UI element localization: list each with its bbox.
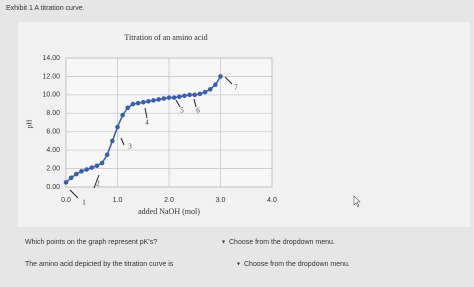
arrow: [144, 107, 148, 119]
question-prompt: The amino acid depicted by the titration…: [25, 261, 174, 268]
data-point: [182, 93, 187, 99]
y-tick-label: 10.00: [42, 92, 60, 99]
data-point: [192, 92, 198, 98]
y-tick-label: 0.00: [46, 184, 60, 191]
data-point: [120, 112, 125, 118]
data-point: [89, 165, 95, 170]
data-point: [166, 95, 172, 100]
data-point: [99, 160, 105, 166]
data-point: [110, 138, 115, 144]
arrow: [175, 99, 181, 108]
x-tick-label: 1.0: [113, 197, 123, 204]
y-tick-label: 14.00: [42, 55, 60, 62]
data-point: [218, 74, 223, 79]
data-point: [202, 89, 208, 95]
dropdown-caret: ▾: [222, 240, 225, 246]
y-tick-label: 6.00: [46, 129, 60, 136]
data-point: [207, 87, 213, 92]
data-point: [68, 175, 74, 181]
annotation: 2: [96, 180, 100, 188]
data-point: [213, 82, 218, 88]
data-point: [130, 101, 136, 107]
y-tick-label: 12.00: [42, 73, 60, 80]
x-tick-label: 3.0: [216, 197, 226, 204]
annotation: 4: [145, 119, 149, 127]
exhibit-title: Exhibit 1 A titration curve.: [6, 5, 85, 12]
y-tick-label: 4.00: [46, 147, 60, 154]
annotation: 7: [234, 84, 238, 92]
y-tick-label: 8.00: [46, 110, 60, 117]
dropdown-caret: ▾: [237, 262, 240, 268]
data-point: [177, 94, 182, 99]
data-point: [63, 180, 69, 185]
data-point: [84, 167, 89, 172]
data-point: [140, 99, 146, 105]
dropdown-text[interactable]: Choose from the dropdown menu.: [229, 239, 335, 246]
data-point: [79, 169, 84, 174]
data-point: [135, 100, 141, 106]
x-tick-label: 4.0: [267, 197, 277, 204]
dropdown[interactable]: ▾ Choose from the dropdown menu.: [222, 239, 335, 246]
arrow: [93, 174, 100, 189]
data-point: [94, 163, 100, 169]
data-point: [187, 92, 192, 98]
arrow: [69, 189, 79, 199]
annotation: 6: [196, 107, 200, 115]
arrow: [224, 76, 233, 85]
data-point: [115, 124, 120, 130]
cursor: [353, 195, 361, 208]
question-prompt: Which points on the graph represent pK's…: [25, 239, 157, 246]
annotation: 1: [82, 199, 86, 207]
data-point: [156, 97, 161, 102]
data-point: [161, 96, 167, 101]
y-tick-label: 2.00: [46, 165, 60, 172]
data-point: [151, 98, 156, 103]
data-point: [74, 171, 79, 177]
data-point: [197, 91, 203, 97]
arrow: [120, 137, 125, 146]
chart-title: Titration of an amino acid: [124, 33, 207, 42]
data-point: [171, 95, 177, 100]
y-axis-label: pH: [26, 120, 34, 129]
arrow: [193, 98, 197, 108]
data-point: [146, 99, 151, 104]
data-point: [104, 152, 110, 158]
dropdown[interactable]: ▾ Choose from the dropdown menu.: [237, 261, 350, 268]
x-tick-label: 2.0: [164, 197, 174, 204]
annotation: 5: [180, 107, 184, 115]
x-axis-label: added NaOH (mol): [138, 207, 200, 216]
dropdown-text[interactable]: Choose from the dropdown menu.: [244, 261, 350, 268]
data-point: [125, 105, 131, 111]
annotation: 3: [128, 143, 132, 151]
x-tick-label: 0.0: [61, 197, 71, 204]
